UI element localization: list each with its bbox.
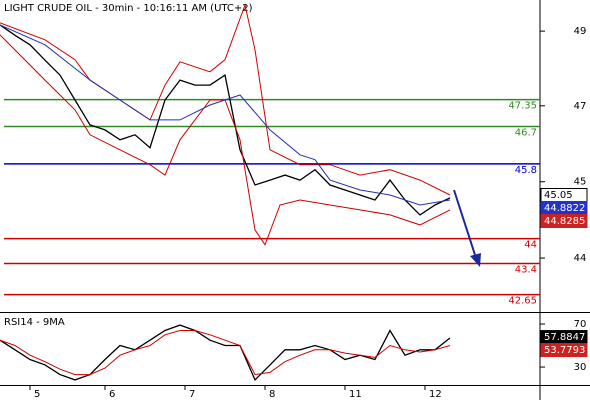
moving-average — [0, 24, 451, 206]
value-box-label: 44.8285 — [544, 216, 585, 227]
value-box — [540, 343, 588, 358]
x-tick-label: 5 — [34, 389, 40, 400]
x-tick-label: 7 — [189, 389, 195, 400]
forecast-arrow — [453, 189, 481, 267]
x-tick-label: 6 — [109, 389, 115, 400]
level-label: 44 — [524, 240, 537, 251]
level-label: 45.8 — [515, 165, 537, 176]
y-tick-label: 49 — [574, 26, 587, 37]
level-label: 42.65 — [508, 296, 537, 307]
value-box-label: 44.8822 — [544, 203, 585, 214]
value-box — [540, 214, 588, 228]
y-tick-label: 45 — [574, 177, 587, 188]
lower-band — [0, 34, 451, 246]
price-line — [0, 24, 451, 216]
y-tick-label: 47 — [574, 101, 587, 112]
level-label: 46.7 — [515, 128, 537, 139]
value-box-label: 45.05 — [544, 190, 573, 201]
rsi-tick-label: 70 — [574, 319, 587, 330]
level-label: 47.35 — [508, 101, 537, 112]
value-box-label: 57.8847 — [544, 332, 585, 343]
y-tick-label: 44 — [574, 253, 587, 264]
x-tick-label: 8 — [269, 389, 275, 400]
chart-title: LIGHT CRUDE OIL - 30min - 10:16:11 AM (U… — [4, 3, 253, 14]
rsi-average — [0, 330, 451, 376]
x-tick-label: 11 — [349, 389, 362, 400]
x-tick-label: 12 — [429, 389, 442, 400]
arrow-head — [470, 253, 481, 267]
rsi-line — [0, 324, 451, 382]
rsi-title: RSI14 - 9MA — [4, 317, 65, 328]
rsi-tick-label: 30 — [574, 362, 587, 373]
level-label: 43.4 — [515, 264, 537, 275]
value-box-label: 53.7793 — [544, 345, 585, 356]
arrow-shaft — [453, 189, 477, 259]
